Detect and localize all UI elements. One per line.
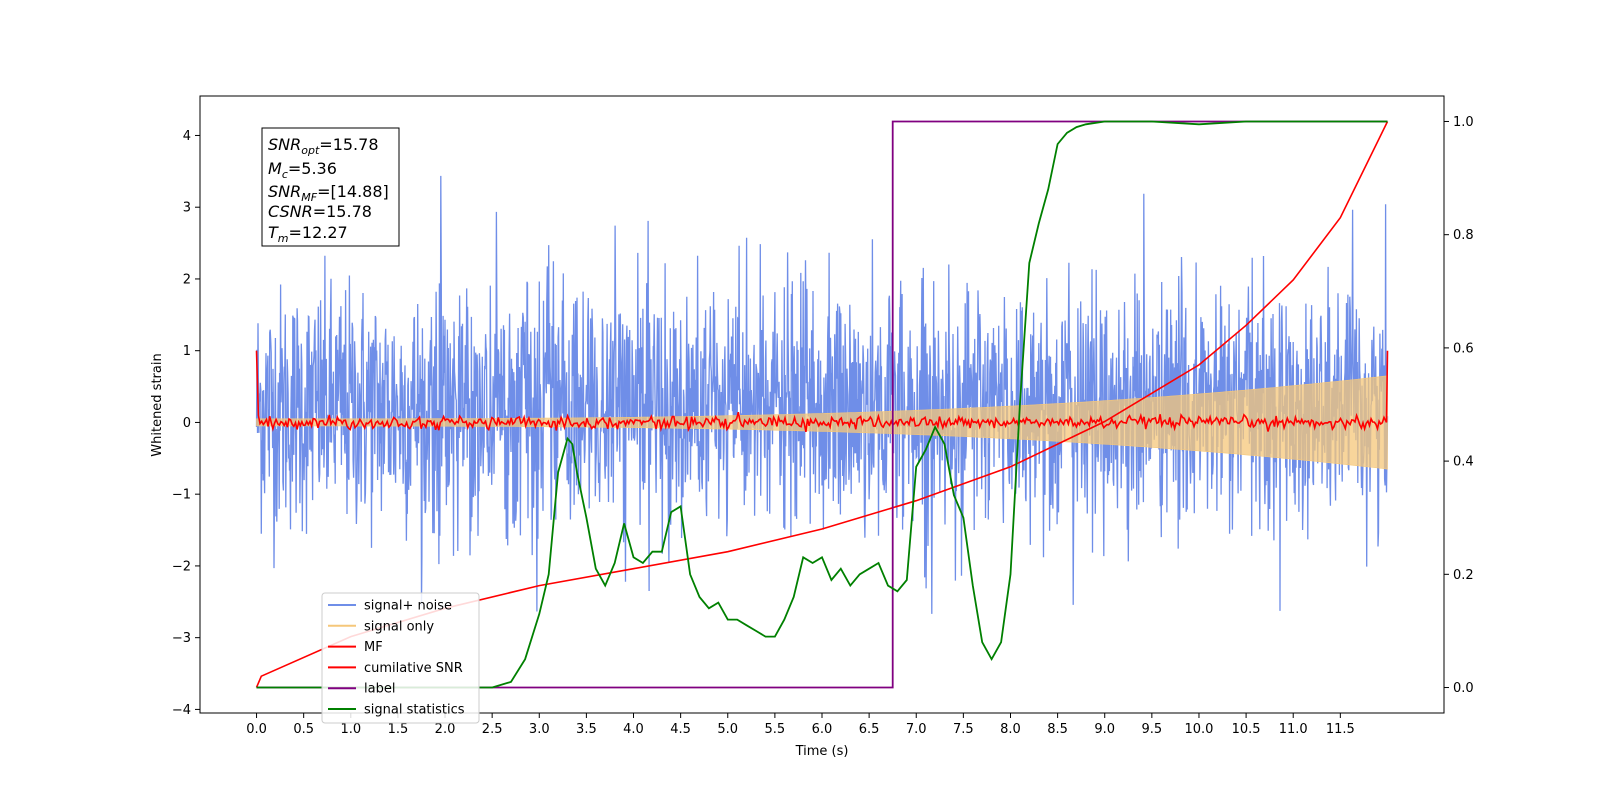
info-mc: Mc=5.36	[268, 159, 337, 181]
info-box-frame	[261, 127, 400, 247]
legend: signal+ noise signal only MF cumilative SNR…	[321, 592, 480, 724]
x-tick-label: 0.0	[246, 722, 267, 737]
legend-entry: signal statistics	[328, 703, 465, 718]
legend-entry: signal+ noise	[328, 599, 452, 614]
info-box: SNRopt=15.78 Mc=5.36 SNRMF=[14.88] CSNR=…	[261, 127, 400, 247]
y-tick-label: 0	[183, 416, 191, 431]
y-tick-label: 4	[183, 129, 191, 144]
legend-label: signal+ noise	[364, 599, 452, 614]
x-tick-label: 3.5	[576, 722, 597, 737]
x-tick-label: 4.5	[670, 722, 691, 737]
y-axis-label: Whitened strain	[150, 353, 165, 456]
legend-frame	[321, 592, 480, 724]
x-axis: 0.0 0.5 1.0 1.5 2.0 2.5 3.0 3.5 4.0 4.5 5.0 5.5 6.0 6…	[246, 713, 1355, 737]
legend-label: MF	[364, 640, 383, 655]
x-tick-label: 8.0	[1000, 722, 1021, 737]
x-tick-label: 5.5	[765, 722, 786, 737]
legend-label: signal statistics	[364, 703, 465, 718]
x-tick-label: 8.5	[1047, 722, 1068, 737]
x-tick-label: 11.5	[1326, 722, 1355, 737]
y-tick-label: −1	[172, 488, 191, 503]
x-tick-label: 10.5	[1232, 722, 1261, 737]
y2-tick-label: 0.4	[1453, 455, 1474, 470]
y2-tick-label: 0.6	[1453, 341, 1474, 356]
legend-label: cumilative SNR	[364, 661, 463, 676]
y-tick-label: 3	[183, 201, 191, 216]
y2-tick-label: 0.8	[1453, 228, 1474, 243]
info-snr-opt: SNRopt=15.78	[268, 135, 379, 157]
x-tick-label: 3.0	[529, 722, 550, 737]
legend-label: label	[364, 682, 395, 697]
x-tick-label: 1.0	[340, 722, 361, 737]
x-tick-label: 2.0	[435, 722, 456, 737]
x-tick-label: 11.0	[1279, 722, 1308, 737]
info-csnr: CSNR=15.78	[268, 202, 372, 221]
legend-entry: MF	[328, 640, 383, 655]
x-tick-label: 5.0	[717, 722, 738, 737]
info-snr-mf: SNRMF=[14.88]	[268, 182, 389, 204]
x-tick-label: 9.5	[1142, 722, 1163, 737]
signal-only-series	[256, 375, 1388, 470]
y-tick-label: −3	[172, 631, 191, 646]
x-tick-label: 4.0	[623, 722, 644, 737]
series-layer	[255, 120, 1389, 689]
y-tick-label: −4	[172, 703, 191, 718]
y-tick-label: −2	[172, 559, 191, 574]
y2-tick-label: 0.2	[1453, 568, 1474, 583]
x-tick-label: 1.5	[388, 722, 409, 737]
y-tick-label: 2	[183, 272, 191, 287]
legend-label: signal only	[364, 619, 434, 634]
y2-tick-label: 1.0	[1453, 115, 1474, 130]
signal-statistics-series	[256, 120, 1388, 689]
x-tick-label: 6.0	[812, 722, 833, 737]
legend-entry: label	[328, 682, 395, 697]
x-tick-label: 6.5	[859, 722, 880, 737]
x-axis-label: Time (s)	[795, 744, 849, 759]
legend-entry: signal only	[328, 619, 434, 634]
y-tick-label: 1	[183, 344, 191, 359]
x-tick-label: 2.5	[482, 722, 503, 737]
x-tick-label: 10.0	[1184, 722, 1213, 737]
x-tick-label: 9.0	[1094, 722, 1115, 737]
y-axis-left: −4 −3 −2 −1 0 1 2 3 4	[172, 129, 200, 718]
y2-tick-label: 0.0	[1453, 681, 1474, 696]
mf-series	[255, 350, 1389, 433]
y-axis-right: 0.0 0.2 0.4 0.6 0.8 1.0	[1444, 115, 1474, 696]
x-tick-label: 7.5	[953, 722, 974, 737]
legend-entry: cumilative SNR	[328, 661, 463, 676]
x-tick-label: 7.0	[906, 722, 927, 737]
info-tm: Tm=12.27	[268, 223, 348, 245]
signal-noise-series	[255, 175, 1389, 614]
x-tick-label: 0.5	[293, 722, 314, 737]
